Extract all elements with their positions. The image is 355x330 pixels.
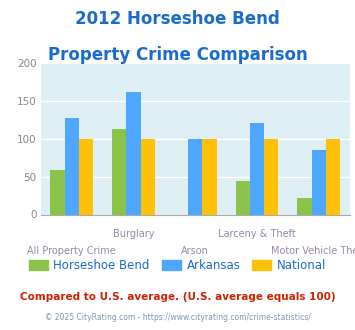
Text: All Property Crime: All Property Crime [27,246,116,256]
Text: Compared to U.S. average. (U.S. average equals 100): Compared to U.S. average. (U.S. average … [20,292,335,302]
Text: 2012 Horseshoe Bend: 2012 Horseshoe Bend [75,10,280,28]
Bar [264,139,278,214]
Text: Arson: Arson [181,246,209,256]
Legend: Horseshoe Bend, Arkansas, National: Horseshoe Bend, Arkansas, National [24,254,331,277]
Bar [112,129,126,214]
Bar [326,139,340,214]
Text: Property Crime Comparison: Property Crime Comparison [48,46,307,64]
Bar [250,123,264,214]
Text: Larceny & Theft: Larceny & Theft [218,229,296,239]
Bar [297,198,312,214]
Bar [141,139,155,214]
Bar [236,181,250,214]
Text: © 2025 CityRating.com - https://www.cityrating.com/crime-statistics/: © 2025 CityRating.com - https://www.city… [45,313,310,322]
Bar [312,150,326,214]
Text: Burglary: Burglary [113,229,154,239]
Bar [126,91,141,214]
Text: Motor Vehicle Theft: Motor Vehicle Theft [272,246,355,256]
Bar [65,118,79,214]
Bar [188,139,202,214]
Bar [202,139,217,214]
Bar [50,171,65,214]
Bar [79,139,93,214]
